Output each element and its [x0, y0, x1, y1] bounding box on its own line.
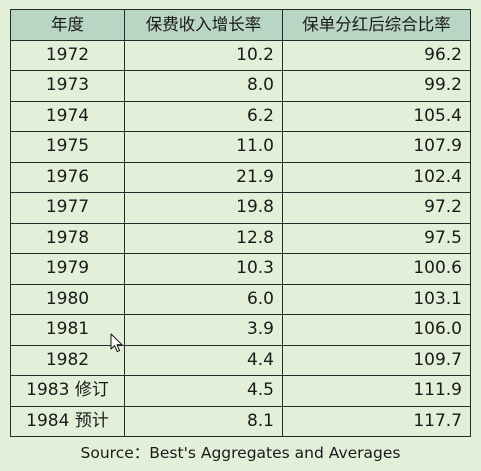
year-cell: 1974 — [10, 100, 125, 132]
year-cell: 1983 修订 — [10, 375, 125, 407]
table-row: 1974 6.2 105.4 — [10, 100, 471, 132]
year-cell: 1973 — [10, 70, 125, 102]
year-cell: 1977 — [10, 192, 125, 224]
table-row: 1978 12.8 97.5 — [10, 222, 471, 254]
year-cell: 1980 — [10, 283, 125, 315]
year-cell: 1972 — [10, 39, 125, 71]
combined-ratio-cell: 106.0 — [282, 314, 471, 346]
combined-ratio-cell: 96.2 — [282, 39, 471, 71]
table-row: 1984 预计 8.1 117.7 — [10, 405, 471, 437]
combined-ratio-cell: 109.7 — [282, 344, 471, 376]
combined-ratio-cell: 102.4 — [282, 161, 471, 193]
premium-growth-cell: 8.1 — [124, 405, 283, 437]
table-row: 1980 6.0 103.1 — [10, 283, 471, 315]
combined-ratio-cell: 97.5 — [282, 222, 471, 254]
year-cell: 1981 — [10, 314, 125, 346]
premium-growth-cell: 3.9 — [124, 314, 283, 346]
table-row: 1972 10.2 96.2 — [10, 39, 471, 71]
source-caption: Source：Best's Aggregates and Averages — [80, 444, 401, 462]
combined-ratio-cell: 117.7 — [282, 405, 471, 437]
data-table: 年度 保费收入增长率 保单分红后综合比率 1972 10.2 96.2 1973… — [10, 9, 471, 437]
combined-ratio-cell: 111.9 — [282, 375, 471, 407]
premium-growth-cell: 10.2 — [124, 39, 283, 71]
premium-growth-cell: 6.2 — [124, 100, 283, 132]
combined-ratio-cell: 97.2 — [282, 192, 471, 224]
premium-growth-cell: 12.8 — [124, 222, 283, 254]
header-year: 年度 — [10, 9, 125, 41]
combined-ratio-cell: 103.1 — [282, 283, 471, 315]
premium-growth-cell: 6.0 — [124, 283, 283, 315]
year-cell: 1984 预计 — [10, 405, 125, 437]
year-cell: 1976 — [10, 161, 125, 193]
year-cell: 1975 — [10, 131, 125, 163]
header-combined-ratio: 保单分红后综合比率 — [282, 9, 471, 41]
combined-ratio-cell: 105.4 — [282, 100, 471, 132]
table-row: 1983 修订 4.5 111.9 — [10, 375, 471, 407]
header-row: 年度 保费收入增长率 保单分红后综合比率 — [10, 9, 471, 41]
table-body: 1972 10.2 96.2 1973 8.0 99.2 1974 6.2 10… — [10, 39, 471, 437]
premium-growth-cell: 8.0 — [124, 70, 283, 102]
premium-growth-cell: 19.8 — [124, 192, 283, 224]
arrow-cursor-icon — [110, 333, 123, 353]
premium-growth-cell: 11.0 — [124, 131, 283, 163]
table-row: 1979 10.3 100.6 — [10, 253, 471, 285]
premium-growth-cell: 4.5 — [124, 375, 283, 407]
year-cell: 1978 — [10, 222, 125, 254]
table-row: 1977 19.8 97.2 — [10, 192, 471, 224]
table-row: 1981 3.9 106.0 — [10, 314, 471, 346]
table-row: 1976 21.9 102.4 — [10, 161, 471, 193]
combined-ratio-cell: 100.6 — [282, 253, 471, 285]
year-cell: 1979 — [10, 253, 125, 285]
combined-ratio-cell: 99.2 — [282, 70, 471, 102]
table-row: 1982 4.4 109.7 — [10, 344, 471, 376]
table-row: 1973 8.0 99.2 — [10, 70, 471, 102]
table-row: 1975 11.0 107.9 — [10, 131, 471, 163]
combined-ratio-cell: 107.9 — [282, 131, 471, 163]
year-cell: 1982 — [10, 344, 125, 376]
premium-growth-cell: 10.3 — [124, 253, 283, 285]
premium-growth-cell: 21.9 — [124, 161, 283, 193]
header-premium-growth: 保费收入增长率 — [124, 9, 283, 41]
premium-growth-cell: 4.4 — [124, 344, 283, 376]
